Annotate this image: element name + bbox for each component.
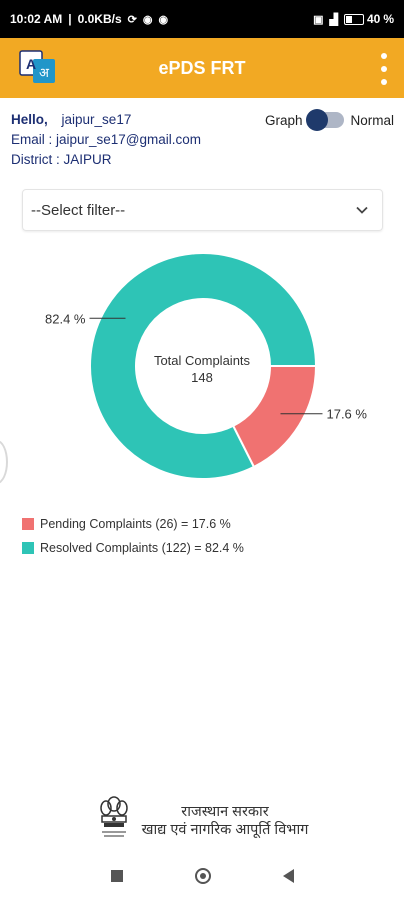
status-right: ▣ ▟ 40% bbox=[313, 12, 394, 26]
legend-swatch-pending bbox=[22, 518, 34, 530]
complaints-chart: 17.6 % 82.4 % bbox=[0, 240, 404, 500]
footer-line-2: खाद्य एवं नागरिक आपूर्ति विभाग bbox=[141, 821, 309, 838]
legend-item-pending: Pending Complaints (26) = 17.6 % bbox=[22, 512, 244, 536]
chart-center-label: Total Complaints 148 bbox=[0, 352, 404, 386]
app-title: ePDS FRT bbox=[158, 57, 246, 78]
user-email: Email : jaipur_se17@gmail.com bbox=[11, 132, 202, 147]
legend-label-pending: Pending Complaints (26) = 17.6 % bbox=[40, 517, 231, 531]
data-label-resolved: 82.4 % bbox=[45, 311, 86, 326]
graph-normal-switch[interactable] bbox=[306, 109, 345, 131]
battery-icon: 40% bbox=[343, 12, 394, 26]
center-value: 148 bbox=[191, 370, 213, 385]
status-time: 10:02 AM bbox=[10, 12, 63, 26]
center-title: Total Complaints bbox=[153, 353, 251, 368]
back-button[interactable] bbox=[282, 869, 294, 883]
home-button[interactable] bbox=[194, 868, 211, 884]
whatsapp-icon-2: ◉ bbox=[158, 13, 169, 26]
username: jaipur_se17 bbox=[61, 112, 132, 127]
chart-legend: Pending Complaints (26) = 17.6 % Resolve… bbox=[22, 512, 244, 560]
toggle-label-graph: Graph bbox=[264, 112, 303, 128]
greeting: Hello, bbox=[11, 112, 48, 127]
recents-button[interactable] bbox=[110, 870, 123, 882]
app-bar: A अ ePDS FRT bbox=[0, 38, 404, 98]
legend-swatch-resolved bbox=[22, 542, 34, 554]
legend-item-resolved: Resolved Complaints (122) = 82.4 % bbox=[22, 536, 244, 560]
view-toggle: Graph Normal bbox=[264, 109, 394, 131]
chevron-down-icon bbox=[356, 206, 368, 214]
filter-selected: --Select filter-- bbox=[31, 201, 126, 219]
legend-label-resolved: Resolved Complaints (122) = 82.4 % bbox=[40, 541, 244, 555]
status-bar: 10:02 AM | 0.0KB/s ⟳ ◉ ◉ ▣ ▟ 40% bbox=[0, 0, 404, 38]
toggle-label-normal: Normal bbox=[350, 112, 394, 128]
signal-icon: ▟ bbox=[329, 13, 338, 26]
sync-icon: ⟳ bbox=[127, 13, 137, 26]
more-vert-icon[interactable] bbox=[376, 53, 392, 85]
state-emblem-icon bbox=[99, 795, 128, 836]
data-label-pending: 17.6 % bbox=[326, 407, 367, 422]
status-left: 10:02 AM | 0.0KB/s ⟳ ◉ ◉ bbox=[10, 12, 168, 26]
switch-knob[interactable] bbox=[306, 109, 329, 131]
system-nav-bar bbox=[0, 852, 404, 900]
user-district: District : JAIPUR bbox=[11, 152, 112, 167]
donut-chart: 17.6 % 82.4 % bbox=[45, 252, 367, 480]
footer-text: राजस्थान सरकार खाद्य एवं नागरिक आपूर्ति … bbox=[142, 803, 309, 839]
svg-text:A: A bbox=[26, 56, 36, 72]
status-separator: | bbox=[68, 12, 72, 26]
slice-resolved[interactable] bbox=[89, 252, 318, 480]
footer-line-1: राजस्थान सरकार bbox=[181, 803, 269, 820]
vibrate-icon: ▣ bbox=[313, 13, 324, 26]
user-info: Hello, jaipur_se17 Email : jaipur_se17@g… bbox=[11, 110, 201, 170]
footer: राजस्थान सरकार खाद्य एवं नागरिक आपूर्ति … bbox=[0, 793, 404, 848]
filter-dropdown[interactable]: --Select filter-- bbox=[22, 189, 383, 231]
translate-icon[interactable]: A अ bbox=[19, 50, 57, 84]
greeting-row: Hello, jaipur_se17 bbox=[11, 110, 201, 130]
network-speed: 0.0KB/s bbox=[77, 12, 122, 26]
svg-text:अ: अ bbox=[39, 66, 50, 81]
battery-level: 40 bbox=[366, 12, 381, 26]
whatsapp-icon: ◉ bbox=[142, 13, 153, 26]
